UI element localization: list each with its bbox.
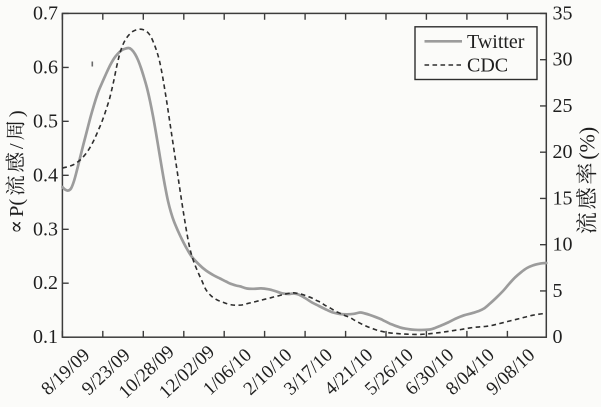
svg-text:0.2: 0.2 bbox=[33, 272, 58, 294]
svg-text:10: 10 bbox=[553, 234, 573, 256]
svg-text:0.7: 0.7 bbox=[33, 2, 58, 24]
svg-text:): ) bbox=[6, 110, 28, 117]
svg-text:0.1: 0.1 bbox=[33, 326, 58, 348]
svg-text:20: 20 bbox=[553, 141, 573, 163]
svg-text:0.6: 0.6 bbox=[33, 56, 58, 78]
svg-text:15: 15 bbox=[553, 187, 573, 209]
svg-text:5: 5 bbox=[553, 280, 563, 302]
svg-text:35: 35 bbox=[553, 2, 573, 24]
svg-text:0.5: 0.5 bbox=[33, 110, 58, 132]
svg-text:/: / bbox=[6, 143, 28, 149]
svg-text:30: 30 bbox=[553, 49, 573, 71]
svg-text:25: 25 bbox=[553, 95, 573, 117]
svg-text:CDC: CDC bbox=[467, 55, 508, 77]
svg-text:0.4: 0.4 bbox=[33, 164, 58, 186]
svg-text:0: 0 bbox=[553, 326, 563, 348]
svg-text:0.3: 0.3 bbox=[33, 218, 58, 240]
svg-text:(%): (%) bbox=[575, 127, 600, 160]
svg-text:Twitter: Twitter bbox=[467, 31, 525, 53]
svg-text:P(: P( bbox=[6, 199, 28, 217]
